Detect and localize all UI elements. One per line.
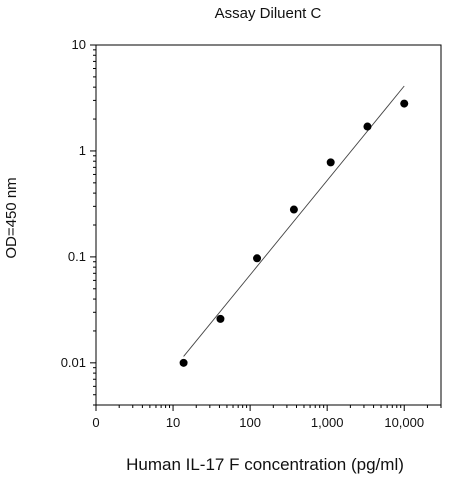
x-axis-label: Human IL-17 F concentration (pg/ml) — [126, 455, 404, 474]
plot-frame — [95, 44, 442, 406]
x-tick-label: 100 — [239, 415, 261, 430]
data-point — [179, 358, 188, 367]
data-point — [253, 254, 262, 263]
data-point — [363, 122, 372, 131]
fit-line — [183, 85, 405, 357]
data-points — [179, 99, 409, 367]
data-point — [216, 314, 225, 323]
x-tick-label: 0 — [92, 415, 99, 430]
chart-title: Assay Diluent C — [215, 5, 322, 22]
y-tick-label: 1 — [79, 143, 86, 158]
y-tick-label: 0.01 — [61, 355, 86, 370]
y-tick-label: 10 — [72, 37, 86, 52]
y-tick-label: 0.1 — [68, 249, 86, 264]
y-axis-label: OD=450 nm — [3, 177, 20, 258]
data-point — [400, 99, 409, 108]
x-tick-label: 1,000 — [311, 415, 344, 430]
data-point — [326, 158, 335, 167]
x-tick-label: 10 — [166, 415, 180, 430]
x-tick-label: 10,000 — [384, 415, 424, 430]
axes — [95, 44, 442, 406]
data-point — [289, 205, 298, 214]
